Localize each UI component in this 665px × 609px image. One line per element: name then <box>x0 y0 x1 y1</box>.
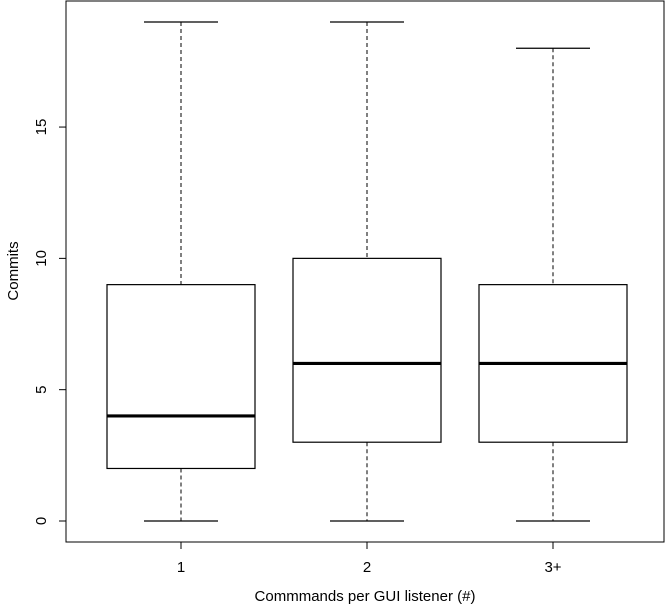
x-tick-label: 2 <box>363 559 371 576</box>
x-tick-label: 1 <box>177 559 185 576</box>
y-tick-label: 15 <box>33 119 50 136</box>
x-tick-label: 3+ <box>544 559 561 576</box>
y-axis: 0 5 10 15 <box>33 119 66 525</box>
boxes-group <box>106 21 628 522</box>
x-axis: 1 2 3+ <box>177 542 562 576</box>
y-tick-label: 5 <box>33 386 50 394</box>
y-tick-label: 10 <box>33 250 50 267</box>
plot-frame <box>65 0 665 543</box>
y-axis-label: Commits <box>5 241 22 300</box>
x-axis-label: Commmands per GUI listener (#) <box>255 588 476 605</box>
box-iqr <box>106 284 256 470</box>
box-iqr <box>292 257 442 443</box>
y-tick-label: 0 <box>33 517 50 525</box>
